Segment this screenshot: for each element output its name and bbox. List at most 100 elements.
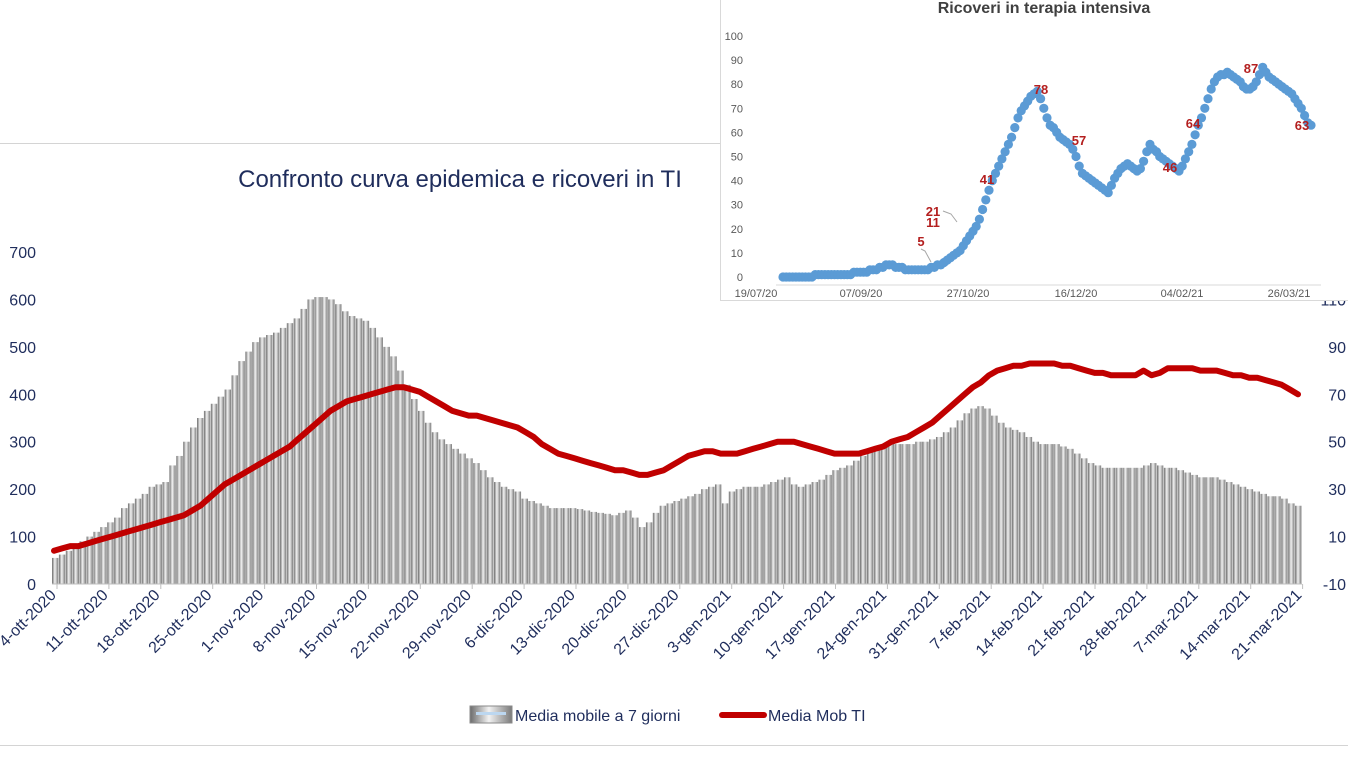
bar [141,493,149,584]
bar [832,470,839,584]
right-tick-label: 10 [1328,530,1346,547]
right-tick-label: 70 [1328,387,1346,404]
bar [1101,467,1109,584]
bar [1136,467,1143,584]
bar [307,299,314,584]
bar [438,439,446,584]
bar [107,522,114,584]
bar [604,513,611,584]
bar [839,467,846,584]
bar [756,486,763,584]
inset-data-label: 87 [1244,61,1258,76]
bar [114,517,121,584]
inset-point [1206,84,1216,94]
top-divider [0,143,720,144]
bar [369,327,377,584]
bar [825,474,832,584]
bar [197,418,204,584]
left-tick-label: 700 [9,245,36,262]
bar [611,515,618,584]
bar [514,491,522,584]
inset-point [1007,132,1017,142]
inset-point [1300,110,1310,121]
bar [162,482,169,584]
bar [1253,491,1261,584]
bar [908,444,915,584]
bar [652,512,660,584]
inset-y-tick-label: 80 [731,79,743,91]
inset-x-tick-label: 27/10/20 [947,288,990,300]
bar [701,489,708,584]
bar [224,389,231,584]
inset-point [984,185,994,195]
inset-data-label: 21 [926,204,940,219]
bar [521,498,528,584]
inset-point [1180,154,1190,164]
inset-data-label: 64 [1186,116,1201,131]
bar [1115,467,1122,584]
bar [1212,477,1219,584]
bar [342,311,349,584]
left-tick-label: 0 [27,577,36,594]
right-tick-label: -10 [1323,577,1346,594]
bar [618,512,625,584]
inset-point [974,214,984,224]
bar [742,486,749,584]
bar [784,477,791,584]
inset-point [1036,94,1046,104]
inset-leader-line [920,248,932,263]
bar [1184,472,1191,584]
inset-point [1200,103,1210,113]
inset-point [1074,161,1084,171]
bar [991,415,998,584]
bar [1226,482,1233,584]
inset-data-label: 41 [980,172,994,187]
bar [100,527,107,584]
bar [680,498,687,584]
bar [1232,484,1240,584]
bar [956,420,964,584]
bar [1046,444,1053,584]
inset-y-tick-label: 50 [731,152,743,164]
bar [1018,432,1026,584]
bar [866,451,874,584]
bar [376,337,383,584]
inset-data-label: 11 [926,215,940,230]
legend: Media mobile a 7 giorni Media Mob TI [469,705,866,725]
left-tick-label: 600 [9,292,36,309]
bar [1143,465,1150,584]
inset-point [1187,139,1197,149]
bar [901,444,908,584]
bar [473,463,480,584]
inset-point [981,195,991,205]
bar [65,550,73,584]
bar [645,522,653,584]
inset-x-tick-label: 07/09/20 [840,288,883,300]
left-tick-label: 400 [9,387,36,404]
bar [1156,465,1164,584]
x-axis-ticks: 4-ott-202011-ott-202018-ott-202025-ott-2… [0,584,1305,664]
bar [556,508,563,584]
bar [1198,477,1205,584]
bar [1191,474,1198,584]
inset-point [1177,161,1187,171]
bar [915,441,922,584]
bar [404,384,411,584]
bar [176,455,183,584]
bar [58,554,66,584]
bar [1067,448,1074,584]
bar [528,501,535,584]
bar [735,489,743,584]
bar [459,453,466,584]
inset-point [978,204,988,215]
bar [535,503,542,584]
bar [963,413,970,584]
bar [397,370,404,584]
inset-point [1203,94,1213,104]
bar [355,318,363,584]
bar [673,501,680,584]
left-tick-label: 500 [9,340,36,357]
